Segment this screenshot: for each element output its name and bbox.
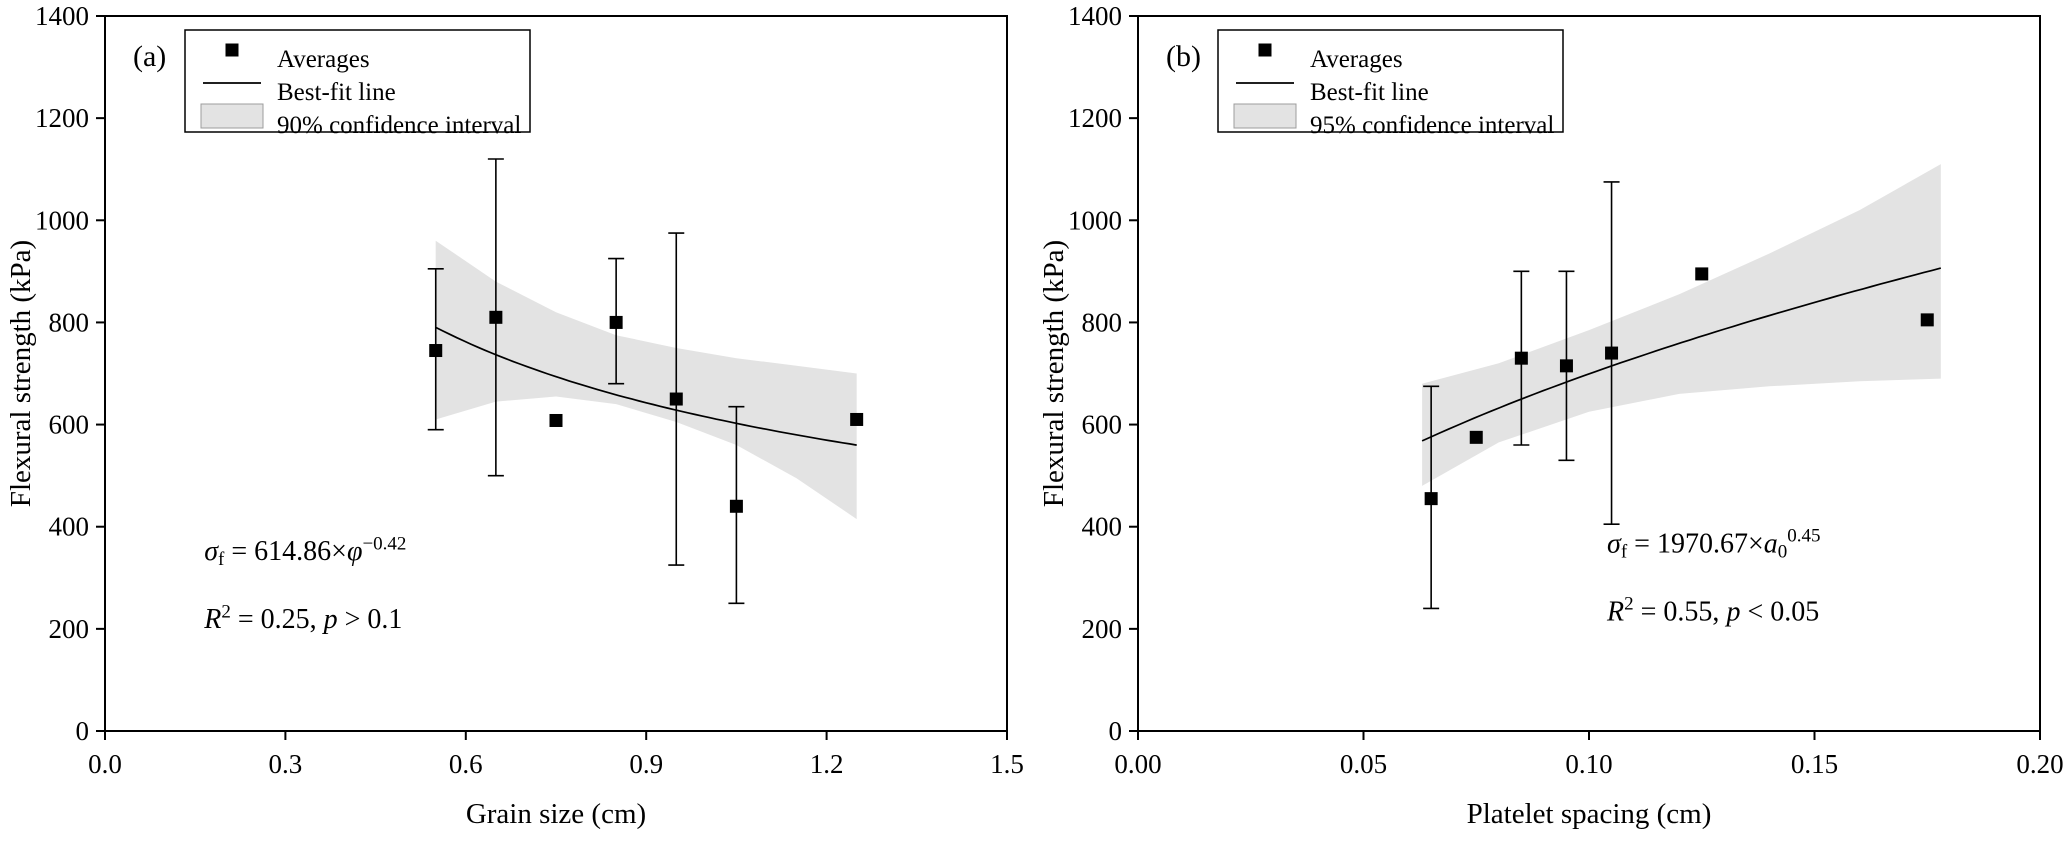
legend-entry-label: 90% confidence interval: [277, 112, 521, 139]
y-axis-label: Flexural strength (kPa): [5, 240, 37, 507]
legend-entry-label: 95% confidence interval: [1310, 112, 1554, 139]
legend-entry-label: Best-fit line: [277, 79, 396, 106]
confidence-band: [435, 240, 857, 520]
data-point: [1695, 267, 1709, 281]
y-tick-label: 400: [49, 512, 90, 542]
panel-label: (b): [1166, 40, 1201, 73]
data-point: [669, 392, 683, 406]
legend-entry-label: Best-fit line: [1310, 79, 1429, 106]
y-axis-label: Flexural strength (kPa): [1038, 240, 1070, 507]
data-point: [1469, 430, 1483, 444]
x-axis-label: Platelet spacing (cm): [1467, 798, 1712, 830]
chart-svg-b: 0.00 0.05 0.10 0.15 0.20 0 200 400 600 800 1000 120…: [1038, 1, 2064, 830]
best-fit-line: [435, 326, 857, 446]
x-tick-label: 0.3: [269, 749, 303, 779]
data-point: [1605, 346, 1619, 360]
y-tick-label: 400: [1082, 512, 1123, 542]
x-tick-label: 0.9: [629, 749, 663, 779]
legend-entry-label: Averages: [277, 46, 370, 73]
x-tick-label: 0.05: [1340, 749, 1387, 779]
y-tick-label: 1200: [1068, 103, 1122, 133]
y-tick-label: 1200: [35, 103, 89, 133]
y-tick-label: 200: [49, 614, 90, 644]
x-tick-label: 0.20: [2016, 749, 2063, 779]
y-tick-label: 1000: [35, 205, 89, 235]
data-point: [609, 315, 623, 329]
legend: Averages Best-fit line 90% confidence inte…: [184, 29, 531, 139]
y-tick-label: 800: [1082, 307, 1123, 337]
y-tick-label: 200: [1082, 614, 1123, 644]
x-tick-label: 0.10: [1565, 749, 1612, 779]
data-point: [1514, 351, 1528, 365]
y-tick-label: 1400: [35, 1, 89, 31]
data-point: [1559, 359, 1573, 373]
panel-b: 0.00 0.05 0.10 0.15 0.20 0 200 400 600 800 1000 120…: [1033, 0, 2066, 853]
equation-annotation: σf = 1970.67×a00.45: [1607, 526, 1820, 563]
data-point: [1920, 313, 1934, 327]
y-tick-label: 1400: [1068, 1, 1122, 31]
legend-marker-swatch: [1258, 43, 1272, 57]
x-tick-label: 0.00: [1114, 749, 1161, 779]
data-point: [729, 499, 743, 513]
confidence-band: [1422, 164, 1941, 486]
panel-label: (a): [133, 40, 166, 73]
equation-annotation: σf = 614.86×φ−0.42: [204, 533, 406, 570]
x-tick-label: 1.2: [810, 749, 844, 779]
y-tick-label: 0: [1109, 716, 1123, 746]
data-point: [549, 413, 563, 427]
x-tick-label: 0.15: [1791, 749, 1838, 779]
y-tick-label: 600: [49, 410, 90, 440]
plot-frame: [104, 15, 1008, 732]
y-tick-label: 600: [1082, 410, 1123, 440]
legend-entry-label: Averages: [1310, 46, 1403, 73]
stats-annotation: R2 = 0.25, p > 0.1: [203, 601, 402, 635]
stats-annotation: R2 = 0.55, p < 0.05: [1606, 594, 1819, 628]
x-tick-label: 0.6: [449, 749, 483, 779]
data-point: [1424, 492, 1438, 506]
y-tick-label: 0: [76, 716, 90, 746]
chart-svg-a: 0.0 0.3 0.6 0.9 1.2 1.5 0 200 400 600 800 1000 1200 1…: [5, 1, 1024, 830]
data-point: [429, 344, 443, 358]
data-point: [850, 412, 864, 426]
x-axis-label: Grain size (cm): [466, 798, 646, 830]
best-fit-line: [1421, 267, 1942, 442]
legend-band-swatch: [1233, 103, 1297, 129]
x-tick-label: 1.5: [990, 749, 1024, 779]
y-tick-label: 800: [49, 307, 90, 337]
panel-a: 0.0 0.3 0.6 0.9 1.2 1.5 0 200 400 600 800 1000 1200 1…: [0, 0, 1033, 853]
data-point: [489, 310, 503, 324]
x-tick-label: 0.0: [88, 749, 122, 779]
y-tick-label: 1000: [1068, 205, 1122, 235]
legend-marker-swatch: [225, 43, 239, 57]
legend-band-swatch: [200, 103, 264, 129]
legend: Averages Best-fit line 95% confidence inte…: [1217, 29, 1564, 139]
